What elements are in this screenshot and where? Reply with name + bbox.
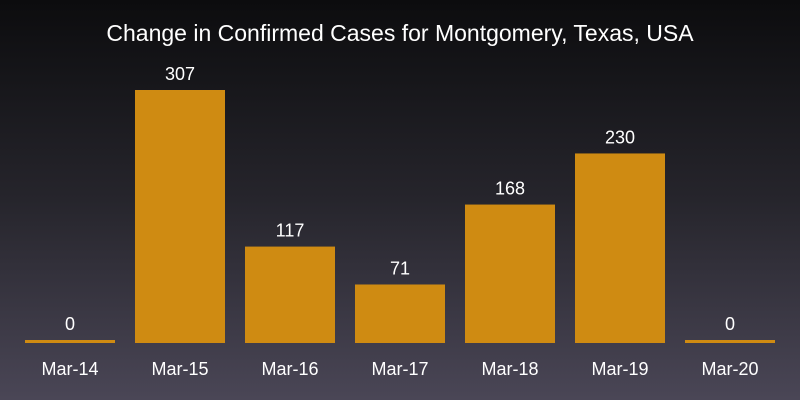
bar-mar-16 (245, 246, 335, 343)
x-tick-label-mar-15: Mar-15 (151, 359, 208, 379)
data-label-mar-18: 168 (495, 179, 525, 199)
data-label-mar-16: 117 (276, 221, 305, 241)
x-tick-label-mar-18: Mar-18 (481, 359, 538, 379)
chart-title: Change in Confirmed Cases for Montgomery… (106, 20, 694, 46)
x-tick-label-mar-20: Mar-20 (701, 359, 758, 379)
bar-mar-14 (25, 340, 115, 343)
x-axis-ticks: Mar-14 Mar-15 Mar-16 Mar-17 Mar-18 Mar-19 Mar-… (41, 359, 758, 379)
x-tick-label-mar-19: Mar-19 (591, 359, 648, 379)
bar-mar-15 (135, 90, 225, 343)
data-label-mar-17: 71 (390, 258, 410, 278)
x-tick-label-mar-14: Mar-14 (41, 359, 98, 379)
data-label-mar-19: 230 (605, 127, 635, 147)
bar-mar-17 (355, 284, 445, 343)
x-tick-label-mar-17: Mar-17 (371, 359, 428, 379)
x-tick-label-mar-16: Mar-16 (261, 359, 318, 379)
bar-mar-19 (575, 153, 665, 343)
data-label-mar-20: 0 (725, 314, 735, 334)
bars-group (25, 90, 775, 343)
data-label-mar-14: 0 (65, 314, 75, 334)
data-label-mar-15: 307 (165, 64, 195, 84)
value-labels-group: 0 307 117 71 168 230 0 (65, 64, 735, 334)
bar-mar-18 (465, 204, 555, 343)
bar-mar-20 (685, 340, 775, 343)
